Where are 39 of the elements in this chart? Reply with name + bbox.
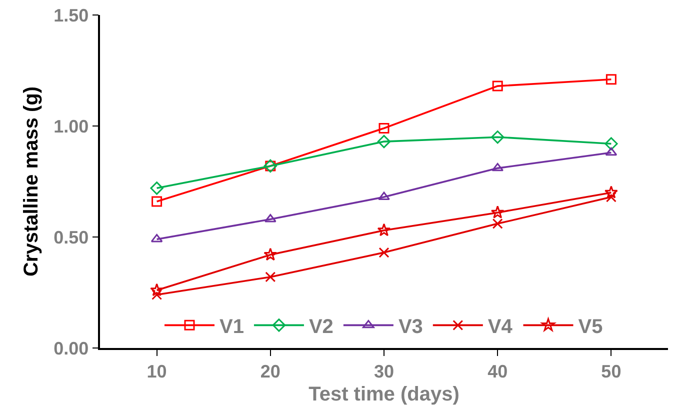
point [492, 218, 503, 229]
y-tick-label: 0.00 [54, 338, 89, 358]
x-tick-label: 10 [146, 361, 167, 382]
point [150, 182, 164, 195]
point [150, 234, 163, 242]
point [265, 272, 276, 282]
y-axis-title: Crystalline mass (g) [20, 86, 43, 277]
point [606, 192, 616, 202]
x-tick-label: 50 [601, 361, 622, 382]
legend-label: V1 [220, 316, 244, 338]
point [377, 223, 391, 236]
point [604, 137, 618, 150]
point [150, 283, 164, 296]
point [604, 186, 618, 198]
x-axis-title: Test time (days) [308, 383, 460, 406]
point [377, 134, 391, 148]
point [378, 192, 390, 200]
legend-label: V3 [398, 316, 423, 338]
point [490, 206, 504, 218]
point [492, 80, 503, 92]
point [264, 214, 276, 222]
point [378, 247, 390, 258]
x-tick-label: 20 [260, 361, 280, 382]
legend-label: V4 [488, 316, 514, 338]
y-tick-label: 1.50 [54, 5, 89, 26]
legend-label: V2 [308, 316, 334, 338]
point [152, 196, 162, 207]
point [491, 130, 504, 144]
x-tick-label: 30 [374, 361, 394, 382]
y-tick-label: 0.50 [54, 227, 89, 248]
point [378, 122, 390, 134]
point [264, 248, 278, 261]
point [606, 74, 616, 85]
x-tick-label: 40 [488, 361, 508, 382]
legend-label: V5 [578, 316, 603, 338]
point [492, 162, 504, 172]
y-tick-label: 1.00 [54, 116, 89, 136]
point [605, 147, 618, 156]
point [152, 289, 162, 300]
